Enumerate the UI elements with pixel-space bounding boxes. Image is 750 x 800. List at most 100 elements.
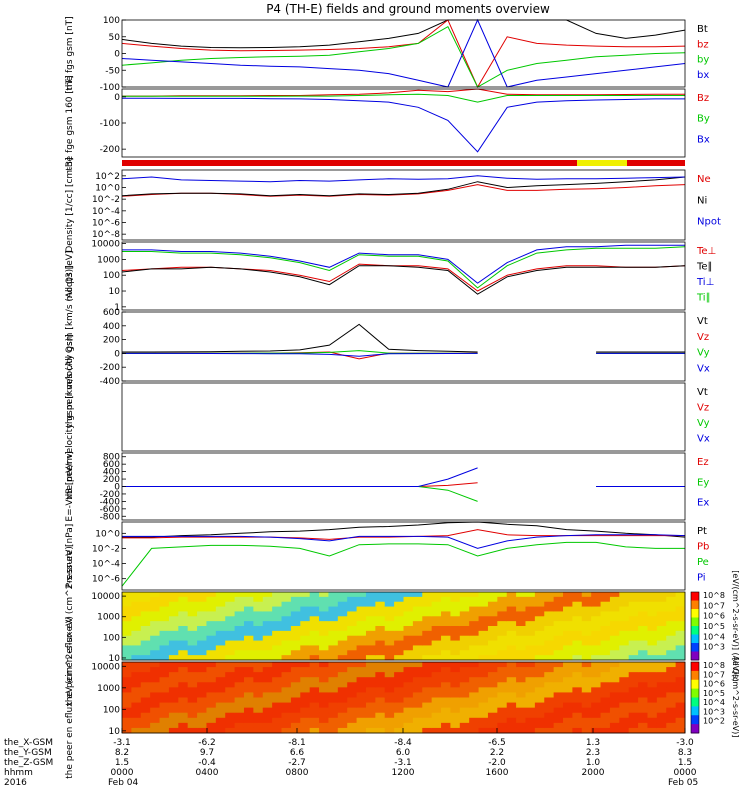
heatmap-cell bbox=[544, 727, 555, 734]
heatmap-cell bbox=[516, 717, 526, 724]
heatmap-cell bbox=[534, 655, 545, 661]
series-line-Vt bbox=[122, 323, 685, 353]
heatmap-cell bbox=[159, 635, 170, 642]
heatmap-cell bbox=[469, 621, 480, 627]
heatmap-cell bbox=[497, 722, 508, 729]
heatmap-cell bbox=[150, 702, 161, 709]
colorbar-tick-label: 10^7 bbox=[703, 670, 725, 679]
heatmap-cell bbox=[619, 697, 630, 704]
heatmap-cell bbox=[290, 677, 301, 683]
heatmap-cell bbox=[328, 645, 339, 651]
heatmap-cell bbox=[553, 596, 564, 603]
heatmap-cell bbox=[243, 727, 254, 734]
heatmap-cell bbox=[131, 596, 142, 603]
heatmap-cell bbox=[525, 616, 536, 622]
heatmap-cell bbox=[525, 727, 536, 734]
heatmap-cell bbox=[356, 722, 367, 729]
heatmap-cell bbox=[525, 672, 536, 678]
heatmap-cell bbox=[675, 677, 686, 683]
heatmap-cell bbox=[412, 692, 423, 698]
heatmap-cell bbox=[544, 682, 555, 688]
heatmap-cell bbox=[234, 626, 245, 632]
heatmap-cell bbox=[600, 592, 611, 598]
heatmap-cell bbox=[412, 697, 423, 704]
heatmap-cell bbox=[647, 621, 658, 627]
heatmap-cell bbox=[215, 606, 226, 612]
heatmap-cell bbox=[168, 592, 179, 598]
heatmap-cell bbox=[478, 621, 489, 627]
heatmap-cell bbox=[581, 621, 592, 627]
heatmap-cell bbox=[281, 596, 292, 603]
heatmap-cell bbox=[591, 655, 602, 661]
heatmap-cell bbox=[647, 616, 658, 622]
heatmap-cell bbox=[140, 655, 151, 661]
heatmap-cell bbox=[262, 621, 273, 627]
heatmap-cell bbox=[234, 592, 245, 598]
heatmap-cell bbox=[150, 596, 161, 603]
heatmap-cell bbox=[534, 707, 545, 714]
xaxis-row-label: the_Y-GSM bbox=[4, 748, 52, 758]
heatmap-cell bbox=[384, 702, 395, 709]
heatmap-cell bbox=[290, 635, 301, 642]
heatmap-cell bbox=[290, 667, 301, 673]
heatmap-cell bbox=[150, 650, 161, 656]
heatmap-cell bbox=[122, 692, 132, 698]
heatmap-cell bbox=[168, 606, 179, 612]
heatmap-cell bbox=[638, 687, 648, 693]
heatmap-cell bbox=[628, 677, 639, 683]
heatmap-cell bbox=[478, 650, 489, 656]
xaxis-value: -2.7 bbox=[288, 758, 306, 768]
y-axis-label: the peer en eflux eV (cm^2-s-sr-eV) bbox=[65, 616, 75, 779]
heatmap-cell bbox=[666, 606, 677, 612]
heatmap-cell bbox=[131, 626, 142, 632]
heatmap-cell bbox=[150, 626, 161, 632]
heatmap-cell bbox=[638, 621, 648, 627]
heatmap-cell bbox=[497, 667, 508, 673]
heatmap-cell bbox=[243, 692, 254, 698]
heatmap-cell bbox=[572, 697, 583, 704]
heatmap-cell bbox=[215, 601, 226, 608]
heatmap-cell bbox=[572, 601, 583, 608]
heatmap-cell bbox=[234, 645, 245, 651]
heatmap-cell bbox=[497, 592, 508, 598]
heatmap-cell bbox=[600, 717, 611, 724]
heatmap-cell bbox=[675, 621, 686, 627]
heatmap-cell bbox=[459, 630, 470, 637]
heatmap-cell bbox=[150, 687, 161, 693]
heatmap-cell bbox=[516, 722, 526, 729]
heatmap-cell bbox=[534, 692, 545, 698]
heatmap-cell bbox=[150, 712, 161, 719]
heatmap-cell bbox=[403, 702, 414, 709]
heatmap-cell bbox=[225, 697, 236, 704]
heatmap-cell bbox=[619, 606, 630, 612]
heatmap-cell bbox=[478, 662, 489, 668]
heatmap-cell bbox=[506, 635, 517, 642]
heatmap-cell bbox=[628, 621, 639, 627]
heatmap-cell bbox=[563, 635, 573, 642]
heatmap-cell bbox=[675, 707, 686, 714]
heatmap-cell bbox=[487, 592, 498, 598]
heatmap-cell bbox=[478, 722, 489, 729]
heatmap-cell bbox=[441, 702, 451, 709]
heatmap-cell bbox=[281, 707, 292, 714]
heatmap-cell bbox=[591, 592, 602, 598]
heatmap-cell bbox=[666, 662, 677, 668]
ytick-label: -400 bbox=[100, 377, 121, 387]
heatmap-cell bbox=[553, 616, 564, 622]
heatmap-cell bbox=[262, 667, 273, 673]
heatmap-cell bbox=[497, 727, 508, 734]
heatmap-cell bbox=[347, 677, 358, 683]
heatmap-cell bbox=[412, 640, 423, 646]
heatmap-cell bbox=[253, 677, 264, 683]
heatmap-cell bbox=[487, 667, 498, 673]
heatmap-cell bbox=[197, 662, 207, 668]
heatmap-cell bbox=[394, 687, 404, 693]
heatmap-cell bbox=[309, 635, 320, 642]
heatmap-cell bbox=[356, 601, 367, 608]
heatmap-cell bbox=[572, 630, 583, 637]
heatmap-cell bbox=[356, 727, 367, 734]
heatmap-cell bbox=[168, 712, 179, 719]
heatmap-cell bbox=[553, 640, 564, 646]
heatmap-cell bbox=[628, 630, 639, 637]
heatmap-cell bbox=[262, 687, 273, 693]
